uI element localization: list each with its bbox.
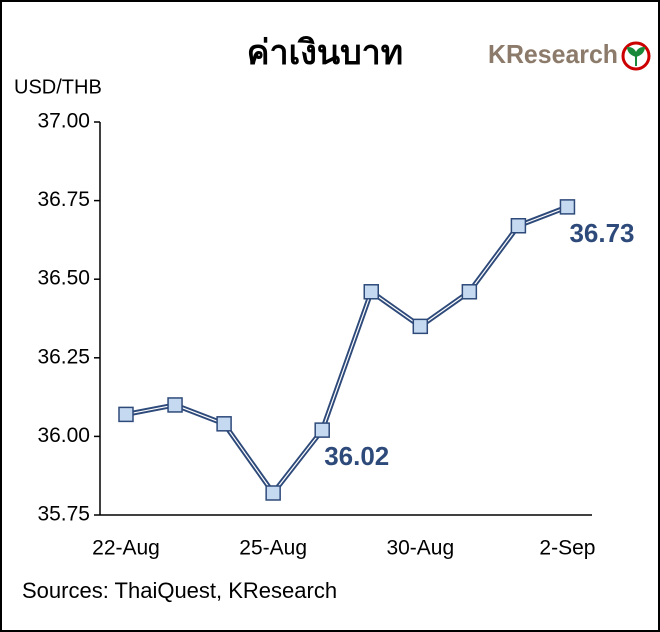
data-label: 36.73 xyxy=(569,218,634,248)
marker xyxy=(118,406,134,423)
x-tick-label: 2-Sep xyxy=(539,537,595,560)
x-tick-label: 30-Aug xyxy=(386,537,454,560)
marker xyxy=(167,397,183,413)
data-label: 36.02 xyxy=(324,441,389,471)
source: Sources: ThaiQuest, KResearch xyxy=(22,578,337,603)
chart-title: ค่าเงินบาท xyxy=(247,34,403,72)
x-tick-label: 22-Aug xyxy=(92,537,160,560)
y-tick-label: 36.25 xyxy=(37,345,90,368)
y-tick-label: 36.75 xyxy=(37,188,90,211)
marker xyxy=(363,284,379,300)
y-tick-label: 36.50 xyxy=(37,267,90,290)
marker xyxy=(559,199,576,215)
y-tick-label: 36.00 xyxy=(37,424,90,447)
logo-leaf xyxy=(626,46,646,66)
marker xyxy=(412,318,429,335)
marker xyxy=(265,485,281,501)
y-axis-label: USD/THB xyxy=(14,76,102,98)
logo: KResearch xyxy=(488,39,618,69)
marker xyxy=(461,284,478,300)
x-tick-label: 25-Aug xyxy=(239,537,307,560)
y-tick-label: 35.75 xyxy=(37,503,90,526)
marker xyxy=(510,218,527,234)
series-line-inner xyxy=(125,206,568,494)
marker xyxy=(216,416,232,432)
y-tick-label: 37.00 xyxy=(37,110,90,133)
marker xyxy=(314,422,330,438)
